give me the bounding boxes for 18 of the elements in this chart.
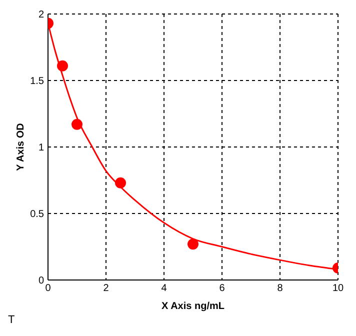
y-tick-label: 0.5 xyxy=(30,209,44,220)
point xyxy=(72,118,82,130)
x-tick-label: 8 xyxy=(277,283,284,294)
y-tick-label: 0 xyxy=(38,276,44,287)
text: T xyxy=(8,314,15,326)
x-axis-title: X Axis ng/mL xyxy=(162,301,224,312)
y-axis-title: Y Axis OD xyxy=(16,123,27,171)
x-tick-label: 2 xyxy=(103,283,110,294)
y-tick-label: 2 xyxy=(38,10,44,21)
y-tick-label: 1.5 xyxy=(30,76,44,88)
y-tick-label: 1 xyxy=(38,142,44,154)
x-tick-label: 6 xyxy=(219,283,226,294)
x-tick-label: 0 xyxy=(45,283,52,294)
point xyxy=(188,238,198,250)
point xyxy=(57,60,68,72)
x-tick-label: 10 xyxy=(332,283,344,294)
x-tick-label: 4 xyxy=(161,283,168,294)
point xyxy=(115,177,126,188)
